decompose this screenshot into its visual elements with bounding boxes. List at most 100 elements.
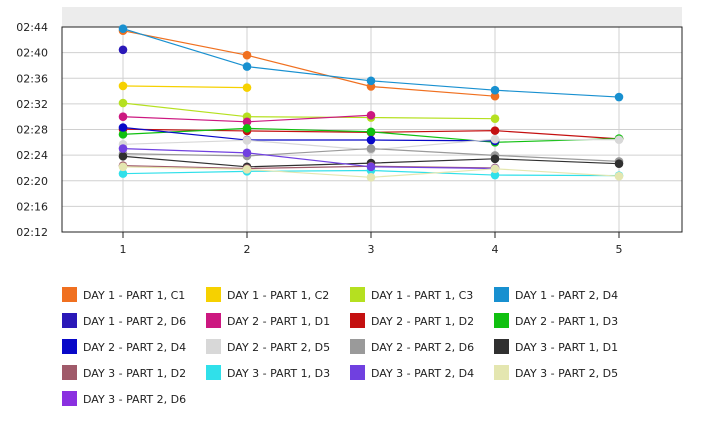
y-tick-label: 02:16 — [16, 200, 48, 213]
data-point[interactable] — [490, 126, 500, 135]
data-point[interactable] — [490, 170, 500, 180]
data-point[interactable] — [242, 124, 252, 133]
legend-swatch — [62, 287, 77, 302]
legend-item[interactable]: DAY 3 - PART 2, D5 — [494, 365, 618, 380]
legend-label: DAY 2 - PART 1, D3 — [515, 315, 618, 328]
legend-label: DAY 3 - PART 1, D2 — [83, 367, 186, 380]
data-point[interactable] — [118, 162, 128, 172]
legend-item[interactable]: DAY 3 - PART 2, D6 — [62, 391, 186, 406]
legend-item[interactable]: DAY 2 - PART 1, D2 — [350, 313, 474, 328]
data-point[interactable] — [614, 135, 624, 145]
x-tick-label: 1 — [120, 243, 127, 256]
plot-top-band — [62, 7, 682, 27]
legend: DAY 1 - PART 1, C1 DAY 1 - PART 1, C2 DAY … — [62, 287, 618, 406]
series-line — [122, 102, 496, 120]
data-point[interactable] — [490, 154, 500, 164]
data-point[interactable] — [366, 76, 376, 86]
data-point[interactable] — [118, 169, 128, 178]
series-1 — [118, 26, 500, 101]
legend-item[interactable]: DAY 2 - PART 2, D6 — [350, 339, 474, 354]
data-point[interactable] — [118, 45, 128, 55]
series-line — [122, 85, 248, 89]
series-lines — [118, 24, 624, 182]
series-line — [122, 30, 496, 97]
data-point[interactable] — [118, 112, 128, 121]
x-tick-label: 4 — [492, 243, 499, 256]
data-point[interactable] — [118, 98, 128, 108]
data-point[interactable] — [490, 114, 500, 123]
legend-item[interactable]: DAY 2 - PART 1, D1 — [206, 313, 330, 328]
legend-item[interactable]: DAY 1 - PART 1, C3 — [350, 287, 473, 302]
data-point[interactable] — [490, 85, 500, 95]
legend-label: DAY 3 - PART 2, D5 — [515, 367, 618, 380]
data-point[interactable] — [242, 136, 252, 145]
data-point[interactable] — [118, 151, 128, 161]
series-line — [122, 126, 496, 142]
legend-swatch — [206, 287, 221, 302]
x-tick-label: 2 — [244, 243, 251, 256]
series-4 — [118, 24, 624, 102]
data-point[interactable] — [490, 91, 500, 101]
legend-swatch — [494, 365, 509, 380]
data-point[interactable] — [118, 24, 128, 34]
series-line — [122, 147, 496, 170]
data-point[interactable] — [242, 50, 252, 60]
data-point[interactable] — [366, 110, 376, 120]
data-point[interactable] — [366, 127, 376, 137]
data-point[interactable] — [614, 159, 624, 168]
data-point[interactable] — [242, 62, 252, 71]
x-tick-label: 5 — [616, 243, 623, 256]
legend-swatch — [206, 339, 221, 354]
legend-label: DAY 3 - PART 2, D6 — [83, 393, 186, 406]
legend-swatch — [62, 391, 77, 406]
data-point[interactable] — [366, 135, 376, 145]
legend-item[interactable]: DAY 1 - PART 2, D4 — [494, 287, 618, 302]
legend-item[interactable]: DAY 2 - PART 2, D5 — [206, 339, 330, 354]
legend-label: DAY 3 - PART 1, D1 — [515, 341, 618, 354]
y-tick-label: 02:24 — [16, 149, 48, 162]
series-9 — [118, 123, 500, 146]
data-point[interactable] — [242, 117, 252, 127]
legend-item[interactable]: DAY 1 - PART 1, C1 — [62, 287, 185, 302]
data-point[interactable] — [118, 144, 128, 153]
legend-swatch — [62, 313, 77, 328]
data-point[interactable] — [242, 148, 252, 158]
legend-label: DAY 2 - PART 2, D6 — [371, 341, 474, 354]
data-point[interactable] — [118, 123, 128, 132]
data-point[interactable] — [366, 144, 376, 153]
data-point[interactable] — [242, 165, 252, 174]
y-tick-label: 02:36 — [16, 72, 48, 85]
data-point[interactable] — [118, 81, 128, 91]
legend-swatch — [494, 313, 509, 328]
legend-label: DAY 3 - PART 2, D4 — [371, 367, 474, 380]
legend-item[interactable]: DAY 1 - PART 2, D6 — [62, 313, 186, 328]
data-point[interactable] — [366, 173, 376, 182]
legend-label: DAY 1 - PART 1, C2 — [227, 289, 329, 302]
legend-item[interactable]: DAY 2 - PART 2, D4 — [62, 339, 186, 354]
legend-swatch — [350, 365, 365, 380]
legend-item[interactable]: DAY 2 - PART 1, D3 — [494, 313, 618, 328]
legend-item[interactable]: DAY 1 - PART 1, C2 — [206, 287, 329, 302]
legend-item[interactable]: DAY 3 - PART 1, D1 — [494, 339, 618, 354]
y-tick-label: 02:32 — [16, 98, 48, 111]
legend-swatch — [350, 287, 365, 302]
legend-item[interactable]: DAY 3 - PART 1, D2 — [62, 365, 186, 380]
data-point[interactable] — [490, 134, 500, 144]
legend-item[interactable]: DAY 3 - PART 2, D4 — [350, 365, 474, 380]
legend-label: DAY 1 - PART 2, D4 — [515, 289, 618, 302]
series-15 — [118, 144, 500, 173]
data-point[interactable] — [614, 92, 624, 102]
legend-swatch — [206, 365, 221, 380]
data-point[interactable] — [490, 164, 500, 174]
legend-item[interactable]: DAY 3 - PART 1, D3 — [206, 365, 330, 380]
series-6 — [118, 110, 376, 127]
data-point[interactable] — [118, 130, 128, 139]
axes: 02:12 02:16 02:20 02:24 02:28 02:32 02:36 02:40… — [16, 21, 683, 256]
legend-label: DAY 2 - PART 1, D2 — [371, 315, 474, 328]
legend-label: DAY 2 - PART 2, D4 — [83, 341, 186, 354]
series-16 — [118, 162, 624, 182]
data-point[interactable] — [242, 83, 252, 92]
data-point[interactable] — [614, 171, 624, 181]
data-point[interactable] — [366, 162, 376, 172]
